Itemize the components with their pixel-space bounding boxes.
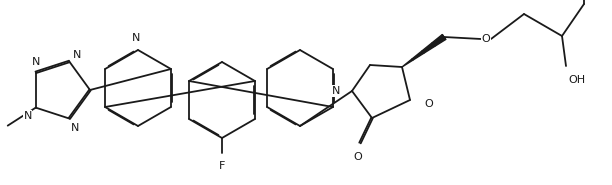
Text: N: N — [71, 122, 80, 132]
Text: N: N — [332, 86, 340, 96]
Text: O: O — [424, 99, 433, 109]
Text: N: N — [132, 33, 140, 43]
Text: N: N — [23, 111, 32, 121]
Text: N: N — [32, 57, 40, 67]
Polygon shape — [402, 35, 446, 67]
Text: OH: OH — [568, 75, 585, 85]
Text: O: O — [482, 34, 490, 44]
Text: F: F — [219, 161, 225, 171]
Text: O: O — [354, 152, 362, 162]
Text: N: N — [73, 51, 81, 60]
